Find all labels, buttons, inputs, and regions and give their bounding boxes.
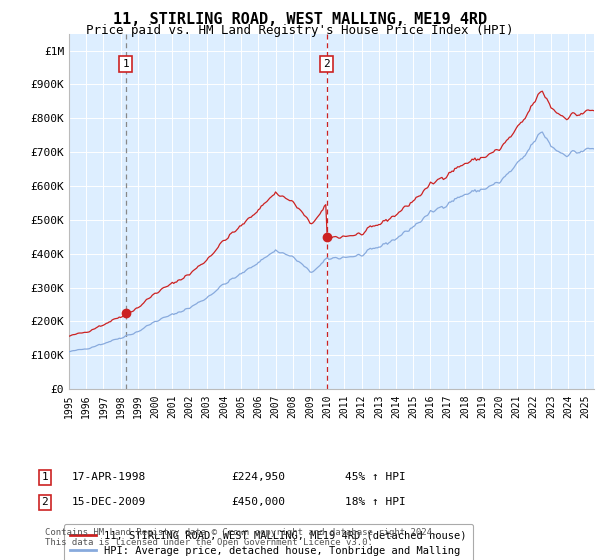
Legend: 11, STIRLING ROAD, WEST MALLING, ME19 4RD (detached house), HPI: Average price, : 11, STIRLING ROAD, WEST MALLING, ME19 4R… xyxy=(64,524,473,560)
Text: 17-APR-1998: 17-APR-1998 xyxy=(72,472,146,482)
Text: 11, STIRLING ROAD, WEST MALLING, ME19 4RD: 11, STIRLING ROAD, WEST MALLING, ME19 4R… xyxy=(113,12,487,27)
Text: Contains HM Land Registry data © Crown copyright and database right 2024.
This d: Contains HM Land Registry data © Crown c… xyxy=(45,528,437,547)
Text: 2: 2 xyxy=(323,59,330,69)
Text: £450,000: £450,000 xyxy=(231,497,285,507)
Text: 2: 2 xyxy=(41,497,49,507)
Text: 1: 1 xyxy=(122,59,129,69)
Text: 1: 1 xyxy=(41,472,49,482)
Text: 15-DEC-2009: 15-DEC-2009 xyxy=(72,497,146,507)
Text: Price paid vs. HM Land Registry's House Price Index (HPI): Price paid vs. HM Land Registry's House … xyxy=(86,24,514,37)
Text: £224,950: £224,950 xyxy=(231,472,285,482)
Text: 45% ↑ HPI: 45% ↑ HPI xyxy=(345,472,406,482)
Text: 18% ↑ HPI: 18% ↑ HPI xyxy=(345,497,406,507)
